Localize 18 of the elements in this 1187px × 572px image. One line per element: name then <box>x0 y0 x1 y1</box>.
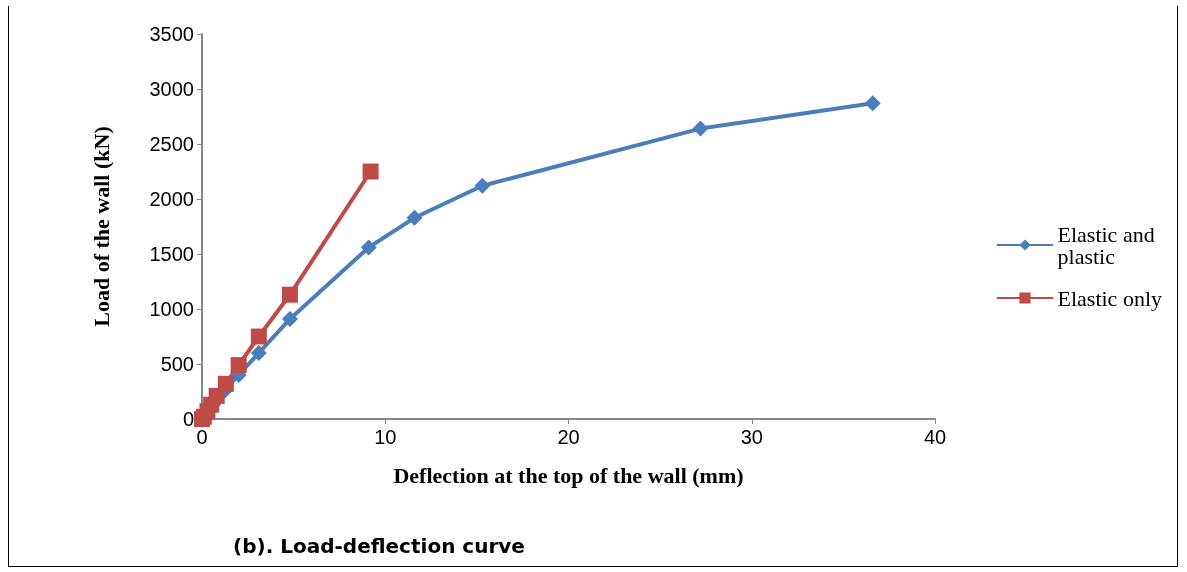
y-axis-title: Load of the wall (kN) <box>88 126 114 327</box>
x-tick-label: 10 <box>374 426 397 448</box>
y-tick-label: 3000 <box>149 78 194 100</box>
y-tick-label: 500 <box>160 353 194 375</box>
legend-label: Elastic and plastic <box>1057 221 1161 269</box>
legend-label: Elastic only <box>1057 285 1163 311</box>
y-tick-label: 3500 <box>149 23 194 45</box>
y-tick-label: 0 <box>182 408 194 430</box>
y-tick-label: 1500 <box>149 243 194 265</box>
x-axis-title: Deflection at the top of the wall (mm) <box>393 462 744 488</box>
y-tick-label: 2500 <box>149 133 194 155</box>
y-tick-label: 1000 <box>149 298 194 320</box>
x-tick-label: 30 <box>740 426 763 448</box>
y-tick-label: 2000 <box>149 188 194 210</box>
x-tick-label: 0 <box>196 426 208 448</box>
text: (b). Load-deflection curve <box>232 534 526 558</box>
x-tick-label: 40 <box>923 426 947 448</box>
x-tick-label: 20 <box>557 426 580 448</box>
